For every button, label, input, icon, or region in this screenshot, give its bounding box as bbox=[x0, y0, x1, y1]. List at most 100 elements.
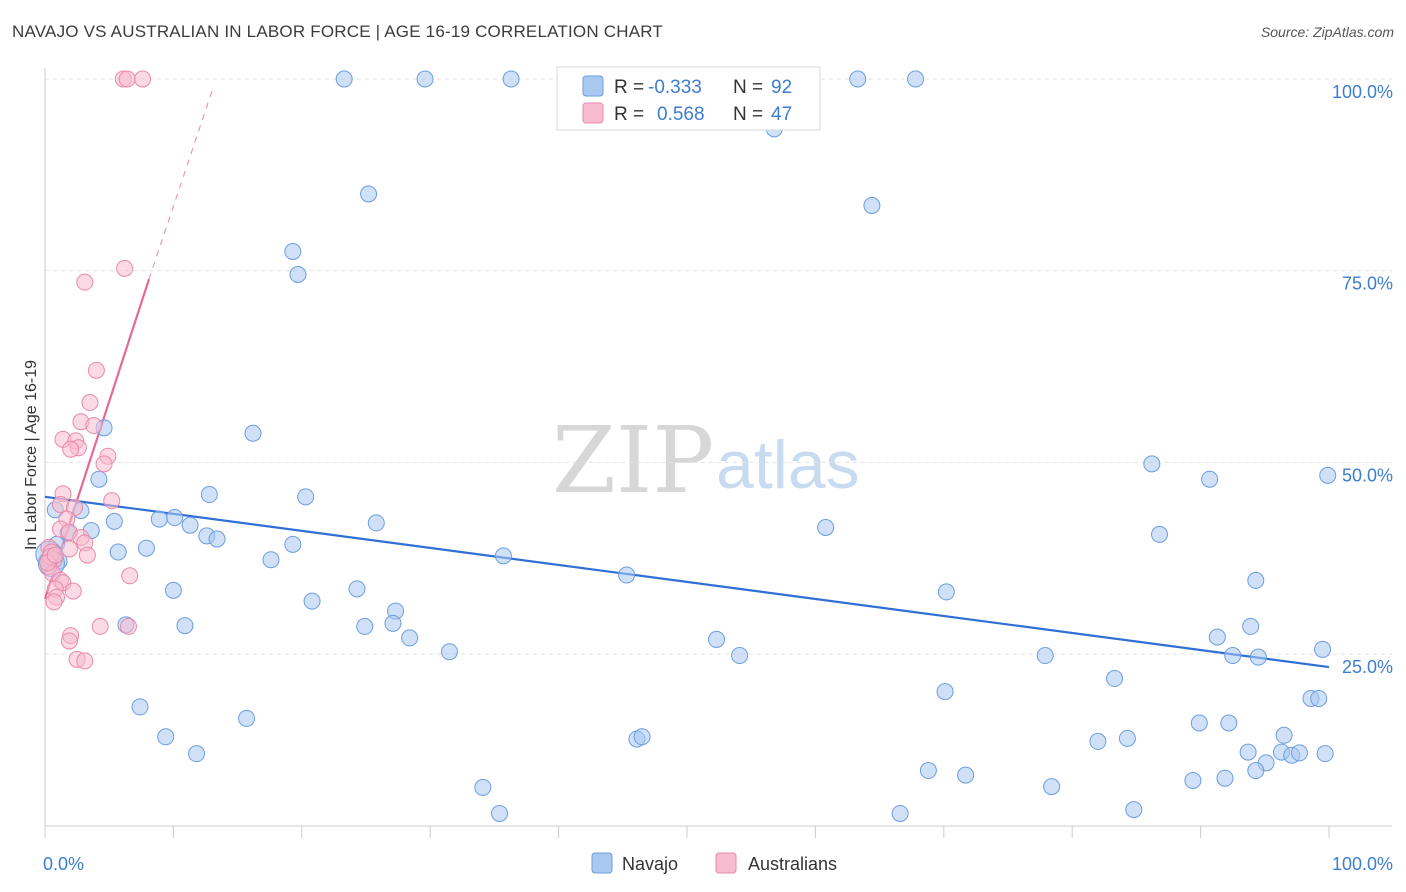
point-australians-37 bbox=[45, 593, 63, 611]
point-navajo-41 bbox=[348, 580, 366, 598]
point-navajo-14 bbox=[1319, 466, 1337, 484]
point-australians-25 bbox=[60, 540, 78, 558]
point-navajo-65 bbox=[1190, 714, 1208, 732]
point-navajo-59 bbox=[1106, 670, 1124, 688]
point-australians-39 bbox=[119, 617, 137, 635]
point-navajo-88 bbox=[891, 804, 909, 822]
point-navajo-50 bbox=[1208, 628, 1226, 646]
point-australians-27 bbox=[78, 546, 96, 564]
point-navajo-62 bbox=[1310, 689, 1328, 707]
series-legend-label-australians: Australians bbox=[748, 854, 837, 874]
point-navajo-43 bbox=[303, 592, 321, 610]
point-navajo-4 bbox=[907, 70, 925, 88]
legend-r-value-navajo: -0.333 bbox=[648, 77, 702, 98]
legend-n-value-australians: 47 bbox=[771, 104, 792, 125]
point-navajo-87 bbox=[491, 804, 509, 822]
point-navajo-63 bbox=[131, 698, 149, 716]
watermark-atlas: atlas bbox=[716, 427, 860, 503]
point-navajo-2 bbox=[502, 70, 520, 88]
point-navajo-21 bbox=[150, 510, 168, 528]
point-navajo-42 bbox=[937, 583, 955, 601]
point-australians-43 bbox=[76, 652, 94, 670]
point-navajo-39 bbox=[1247, 571, 1265, 589]
point-navajo-17 bbox=[297, 488, 315, 506]
legend-r-label-navajo: R = bbox=[614, 77, 644, 98]
point-navajo-72 bbox=[1239, 743, 1257, 761]
point-navajo-53 bbox=[440, 643, 458, 661]
point-navajo-8 bbox=[284, 243, 302, 260]
point-australians-1 bbox=[118, 70, 136, 88]
point-navajo-71 bbox=[1118, 729, 1136, 747]
point-navajo-27 bbox=[208, 530, 226, 548]
grid bbox=[45, 78, 1392, 655]
point-australians-14 bbox=[95, 455, 113, 473]
point-australians-17 bbox=[51, 496, 69, 513]
point-navajo-16 bbox=[200, 486, 218, 504]
point-navajo-89 bbox=[1125, 801, 1143, 819]
point-australians-16 bbox=[103, 492, 121, 510]
data-points bbox=[35, 70, 1337, 822]
point-navajo-83 bbox=[1184, 772, 1202, 789]
y-tick-label-2: 75.0% bbox=[1342, 274, 1393, 294]
series-legend-swatch-navajo bbox=[591, 852, 613, 874]
legend-swatch-australians bbox=[582, 102, 604, 124]
correlation-legend: R = -0.333 N = 92 R = 0.568 N = 47 bbox=[556, 66, 821, 131]
point-navajo-6 bbox=[360, 185, 378, 203]
point-navajo-12 bbox=[1143, 455, 1161, 473]
point-navajo-38 bbox=[618, 566, 636, 584]
trend-line-navajo bbox=[44, 495, 1330, 669]
point-navajo-60 bbox=[936, 683, 954, 701]
point-navajo-82 bbox=[1247, 762, 1265, 780]
series-australians bbox=[39, 70, 152, 670]
point-navajo-20 bbox=[105, 512, 123, 530]
point-navajo-7 bbox=[863, 197, 881, 214]
point-navajo-3 bbox=[849, 70, 867, 88]
point-navajo-70 bbox=[1089, 732, 1107, 750]
axes bbox=[44, 68, 1392, 838]
legend-r-value-australians: 0.568 bbox=[657, 104, 705, 125]
point-navajo-24 bbox=[367, 514, 385, 532]
point-navajo-85 bbox=[474, 778, 492, 796]
point-navajo-58 bbox=[1249, 648, 1267, 666]
point-navajo-36 bbox=[1151, 525, 1169, 543]
point-australians-3 bbox=[116, 259, 134, 277]
point-navajo-13 bbox=[1201, 470, 1219, 488]
y-tick-label-3: 100.0% bbox=[1332, 82, 1393, 102]
point-navajo-55 bbox=[731, 647, 749, 665]
point-navajo-51 bbox=[1242, 617, 1260, 635]
point-navajo-69 bbox=[633, 728, 651, 746]
point-australians-8 bbox=[85, 417, 103, 435]
x-tick-label-0: 0.0% bbox=[43, 854, 84, 874]
point-navajo-86 bbox=[1043, 778, 1061, 796]
point-australians-31 bbox=[121, 567, 139, 585]
point-navajo-49 bbox=[401, 629, 419, 647]
point-navajo-31 bbox=[109, 543, 127, 561]
point-navajo-22 bbox=[166, 509, 184, 527]
point-australians-38 bbox=[91, 617, 109, 635]
x-tick-label-1: 100.0% bbox=[1332, 854, 1393, 874]
point-navajo-54 bbox=[708, 630, 726, 648]
point-navajo-46 bbox=[176, 617, 194, 635]
series-legend-swatch-australians bbox=[715, 852, 737, 874]
point-navajo-1 bbox=[416, 70, 434, 88]
point-navajo-32 bbox=[137, 539, 155, 557]
point-navajo-9 bbox=[289, 266, 307, 283]
legend-r-label-australians: R = bbox=[614, 104, 644, 125]
legend-n-value-navajo: 92 bbox=[771, 77, 792, 98]
point-navajo-81 bbox=[957, 766, 975, 784]
point-navajo-57 bbox=[1224, 647, 1242, 665]
point-navajo-52 bbox=[1314, 640, 1332, 658]
point-navajo-78 bbox=[1316, 745, 1334, 763]
point-navajo-74 bbox=[188, 745, 206, 763]
point-navajo-15 bbox=[90, 470, 108, 488]
legend-n-label-navajo: N = bbox=[733, 77, 763, 98]
chart-title: NAVAJO VS AUSTRALIAN IN LABOR FORCE | AG… bbox=[12, 22, 663, 41]
point-navajo-34 bbox=[494, 547, 512, 565]
watermark-zip: ZIP bbox=[552, 407, 714, 514]
watermark: ZIP atlas bbox=[552, 407, 860, 514]
point-navajo-64 bbox=[238, 709, 256, 727]
point-navajo-56 bbox=[1036, 647, 1054, 665]
point-australians-2 bbox=[134, 70, 152, 88]
tick-labels: 25.0% 50.0% 75.0% 100.0% 0.0% 100.0% bbox=[43, 82, 1393, 874]
point-navajo-11 bbox=[244, 424, 262, 442]
